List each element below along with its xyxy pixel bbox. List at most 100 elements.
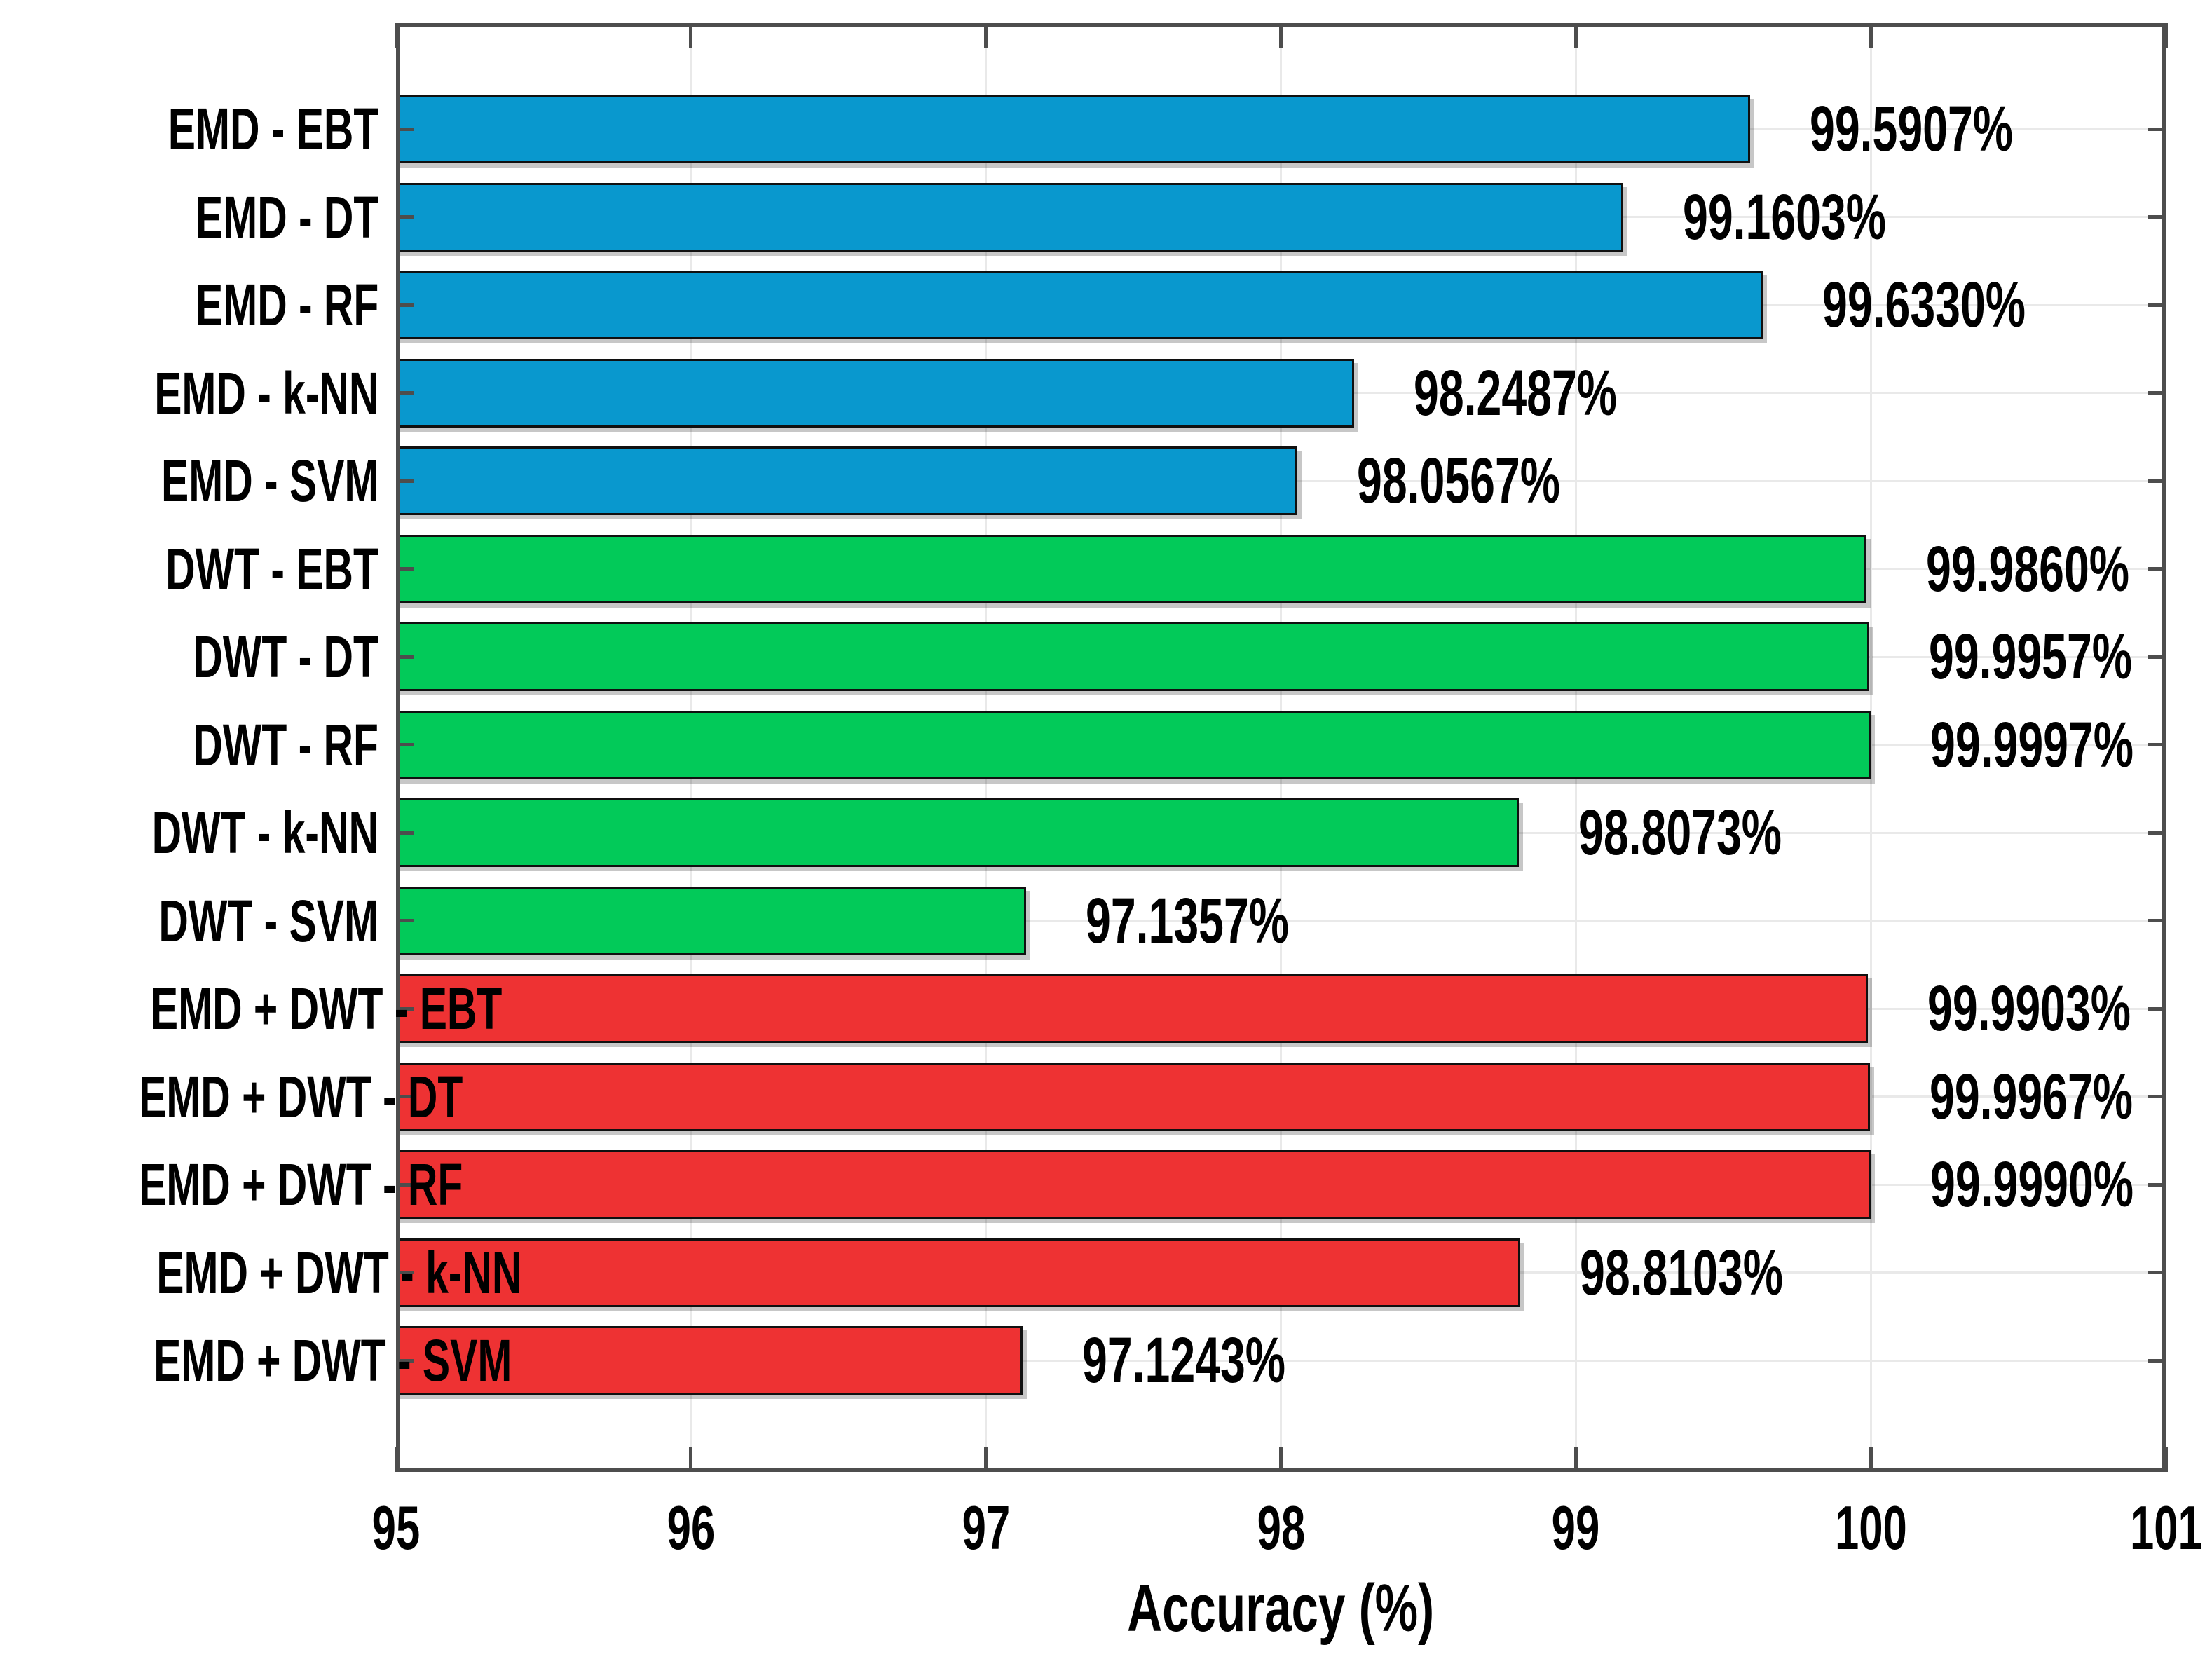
category-label: DWT - EBT [0, 538, 378, 601]
category-label: EMD + DWT - DT [0, 1065, 463, 1128]
x-tick-mark-top [2164, 23, 2168, 48]
x-tick-mark-bottom [2164, 1447, 2168, 1472]
bar-value-label: 99.9997% [1930, 711, 2212, 779]
x-tick-label: 96 [586, 1495, 796, 1561]
bar [396, 1238, 1520, 1307]
y-tick-mark-left [396, 831, 414, 835]
bar [396, 182, 1623, 252]
x-tick-mark-top [1279, 23, 1283, 48]
bar [396, 271, 1763, 339]
y-tick-mark-right [2148, 655, 2166, 659]
category-label-text: EMD + DWT - SVM [153, 1327, 512, 1393]
y-tick-mark-right [2148, 743, 2166, 746]
y-tick-mark-right [2148, 479, 2166, 483]
x-tick-mark-bottom [1869, 1447, 1873, 1472]
category-label-text: EMD + DWT - DT [139, 1063, 463, 1130]
y-tick-mark-left [396, 215, 414, 219]
x-tick-mark-top [1869, 23, 1873, 48]
bar-value-label: 99.9903% [1927, 974, 2212, 1043]
category-label-text: DWT - RF [193, 711, 378, 778]
x-tick-label: 99 [1470, 1495, 1681, 1561]
bar [396, 534, 1867, 603]
category-label: EMD + DWT - RF [0, 1153, 463, 1216]
category-label: EMD - DT [0, 186, 378, 249]
category-label: EMD - EBT [0, 97, 378, 161]
bar-value-label: 99.9967% [1930, 1063, 2212, 1131]
bar-value-label-text: 98.0567% [1357, 445, 1561, 517]
y-tick-mark-right [2148, 303, 2166, 307]
y-tick-mark-right [2148, 831, 2166, 835]
bar-value-label-text: 99.9997% [1930, 709, 2134, 781]
x-tick-label-text: 101 [2129, 1493, 2202, 1562]
category-label-text: EMD - k-NN [153, 360, 378, 426]
x-tick-label: 100 [1766, 1495, 1976, 1561]
category-label: EMD + DWT - k-NN [0, 1241, 521, 1304]
x-tick-mark-top [1573, 23, 1578, 48]
bar-value-label: 98.0567% [1357, 446, 1707, 515]
category-label-text: EMD - RF [195, 272, 378, 338]
category-label: EMD + DWT - EBT [0, 977, 502, 1040]
category-label-text: EMD + DWT - k-NN [156, 1239, 522, 1306]
bar-value-label-text: 98.8073% [1578, 797, 1782, 868]
y-tick-mark-right [2148, 1095, 2166, 1098]
x-tick-mark-top [984, 23, 988, 48]
bar-value-label-text: 99.9903% [1927, 973, 2131, 1044]
y-tick-mark-right [2148, 391, 2166, 395]
y-tick-mark-right [2148, 919, 2166, 922]
y-tick-mark-right [2148, 1182, 2166, 1187]
category-label: EMD - RF [0, 273, 378, 336]
x-tick-mark-bottom [394, 1447, 398, 1472]
category-label-text: EMD - SVM [161, 448, 378, 514]
bar-value-label-text: 99.6330% [1822, 269, 2026, 341]
y-tick-mark-right [2148, 215, 2166, 219]
bar-value-label: 99.9860% [1926, 535, 2212, 603]
bar-value-label-text: 97.1357% [1085, 885, 1289, 957]
bar [396, 358, 1355, 428]
y-tick-mark-left [396, 919, 414, 922]
bar-value-label-text: 97.1243% [1081, 1325, 1286, 1396]
category-label: EMD + DWT - SVM [0, 1329, 512, 1392]
y-tick-mark-left [396, 1271, 414, 1274]
x-gridline [1869, 23, 1872, 1472]
bar-value-label-text: 99.9957% [1929, 621, 2133, 692]
x-tick-label: 101 [2061, 1495, 2212, 1561]
bar-value-label: 97.1243% [1082, 1326, 1433, 1395]
y-tick-mark-left [396, 1095, 414, 1098]
y-tick-mark-left [396, 1006, 414, 1011]
y-tick-mark-right [2148, 1006, 2166, 1011]
x-tick-label-text: 97 [962, 1493, 1010, 1562]
bar-value-label: 97.1357% [1086, 887, 1436, 955]
bar-value-label: 99.9990% [1930, 1150, 2212, 1219]
bar [396, 886, 1026, 955]
bar-value-label-text: 99.5907% [1809, 93, 2013, 165]
category-label-text: DWT - k-NN [151, 800, 378, 866]
bar-value-label: 98.2487% [1414, 359, 1764, 428]
y-tick-mark-left [396, 303, 414, 307]
y-tick-mark-right [2148, 127, 2166, 131]
x-axis-title-text: Accuracy (%) [1127, 1571, 1435, 1646]
bar [396, 974, 1869, 1043]
y-tick-mark-left [396, 567, 414, 571]
x-tick-label-text: 100 [1834, 1493, 1907, 1562]
y-tick-mark-left [396, 743, 414, 746]
bar [396, 95, 1750, 163]
bar-value-label: 99.6330% [1822, 271, 2173, 339]
bar-value-label: 99.9957% [1929, 622, 2212, 691]
bar-value-label: 99.1603% [1683, 183, 2033, 252]
category-label-text: EMD + DWT - RF [139, 1152, 463, 1217]
bar-value-label: 99.5907% [1810, 95, 2160, 163]
y-tick-mark-left [396, 655, 414, 659]
bar-value-label-text: 99.9967% [1929, 1060, 2133, 1133]
y-gridline [396, 1359, 2166, 1362]
bar [396, 1326, 1023, 1395]
x-axis-title: Accuracy (%) [861, 1572, 1702, 1645]
bar-value-label-text: 98.8103% [1579, 1236, 1783, 1309]
category-label-text: DWT - EBT [165, 535, 378, 602]
x-tick-mark-bottom [689, 1447, 693, 1472]
x-tick-label-text: 98 [1257, 1493, 1305, 1562]
category-label-text: EMD - DT [195, 184, 378, 250]
x-tick-label-text: 95 [371, 1493, 421, 1562]
bar [396, 1062, 1870, 1131]
y-tick-mark-left [396, 479, 414, 483]
category-label: EMD - SVM [0, 449, 378, 512]
